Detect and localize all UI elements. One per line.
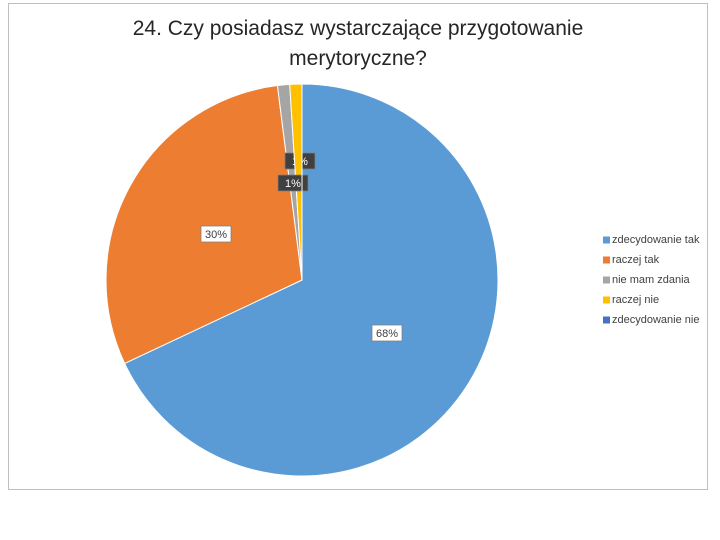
data-label-box bbox=[277, 174, 309, 192]
legend-swatch bbox=[603, 236, 610, 244]
legend-label: raczej tak bbox=[612, 254, 660, 266]
data-label-box bbox=[200, 225, 232, 243]
legend-label: zdecydowanie tak bbox=[612, 234, 700, 246]
legend-label: nie mam zdania bbox=[612, 274, 691, 286]
data-label: 30% bbox=[205, 229, 227, 241]
legend-swatch bbox=[603, 316, 610, 324]
chart-title: 24. Czy posiadasz wystarczające przygoto… bbox=[132, 17, 584, 70]
chart-frame bbox=[8, 3, 708, 490]
data-label: 1% bbox=[285, 178, 301, 190]
legend-label: raczej nie bbox=[612, 294, 659, 306]
legend-swatch bbox=[603, 296, 610, 304]
legend-swatch bbox=[603, 276, 610, 284]
legend-label: zdecydowanie nie bbox=[612, 314, 699, 326]
pie-slice bbox=[123, 83, 499, 477]
data-label: 68% bbox=[376, 328, 398, 340]
legend-swatch bbox=[603, 256, 610, 264]
pie-slice bbox=[105, 84, 303, 365]
data-label-box bbox=[371, 324, 403, 342]
